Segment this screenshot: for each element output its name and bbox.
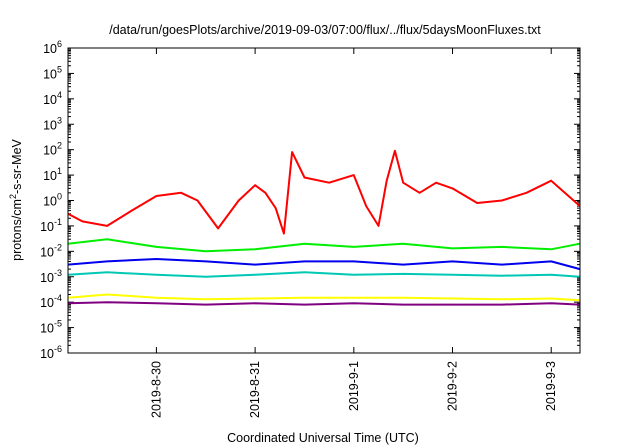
y-tick-label-exponent: 4 [57,90,62,100]
x-tick-label: 2019-9-2 [446,361,460,411]
y-tick-label-base: 10 [43,42,57,56]
series-line-2 [67,238,581,253]
series-line-6 [67,301,581,306]
plot-frame [67,47,581,354]
y-tick-label-base: 10 [43,67,57,81]
y-axis-label: protons/cm2-s-sr-MeV [8,138,24,260]
y-tick-label-exponent: 5 [57,64,62,74]
y-tick-label: 10-5 [40,319,62,336]
x-axis-label: Coordinated Universal Time (UTC) [227,431,419,445]
y-tick-label: 102 [43,141,62,158]
y-tick-label-exponent: 3 [57,115,62,125]
y-tick-label-base: 10 [43,195,57,209]
y-tick-label: 100 [43,192,62,209]
y-tick-label: 10-3 [40,268,62,285]
series-line-3 [67,258,581,271]
y-tick-label-base: 10 [40,245,54,259]
y-tick-label-base: 10 [43,144,57,158]
y-tick-label-exponent: -3 [54,268,62,278]
y-tick-label: 104 [43,90,62,107]
y-tick-label-exponent: 2 [57,141,62,151]
y-tick-label-exponent: -2 [54,242,62,252]
y-tick-label: 101 [43,166,62,183]
y-tick-label-base: 10 [40,347,54,361]
plot-series [67,149,581,306]
x-tick-label: 2019-8-30 [149,361,163,418]
y-tick-label-exponent: -5 [54,319,62,329]
y-tick-label: 10-2 [40,242,62,259]
x-axis: 2019-8-30 2019-8-31 2019-9-1 2019-9-2 2019-9… [149,48,558,418]
y-axis-label-post: -s-sr-MeV [10,138,24,194]
series-line-4 [67,271,581,278]
series-line-5 [67,293,581,302]
y-tick-label-base: 10 [40,271,54,285]
x-tick-label: 2019-8-31 [248,361,262,418]
y-tick-label-base: 10 [40,220,54,234]
y-tick-label-exponent: -6 [54,344,62,354]
y-tick-label-exponent: 6 [57,39,62,49]
y-tick-label-base: 10 [43,169,57,183]
y-tick-label: 10-6 [40,344,62,361]
y-tick-label: 10-4 [40,293,62,310]
y-axis-label-sup: 2 [8,194,18,199]
y-tick-label-base: 10 [40,322,54,336]
y-axis-label-pre: protons/cm [10,199,24,261]
y-tick-label-exponent: -1 [54,217,62,227]
series-line-1 [67,149,581,235]
y-tick-label-exponent: 1 [57,166,62,176]
y-axis: 10-610-510-410-310-210-11001011021031041… [40,39,580,361]
y-tick-label: 103 [43,115,62,132]
y-tick-label: 10-1 [40,217,62,234]
y-tick-label: 106 [43,39,62,56]
chart-title: /data/run/goesPlots/archive/2019-09-03/0… [109,23,541,37]
y-tick-label-exponent: -4 [54,293,62,303]
y-tick-label-base: 10 [43,93,57,107]
x-tick-label: 2019-9-3 [544,361,558,411]
y-tick-label-base: 10 [43,118,57,132]
y-tick-label-exponent: 0 [57,192,62,202]
y-tick-label-base: 10 [40,296,54,310]
x-tick-label: 2019-9-1 [347,361,361,411]
y-tick-label: 105 [43,64,62,81]
